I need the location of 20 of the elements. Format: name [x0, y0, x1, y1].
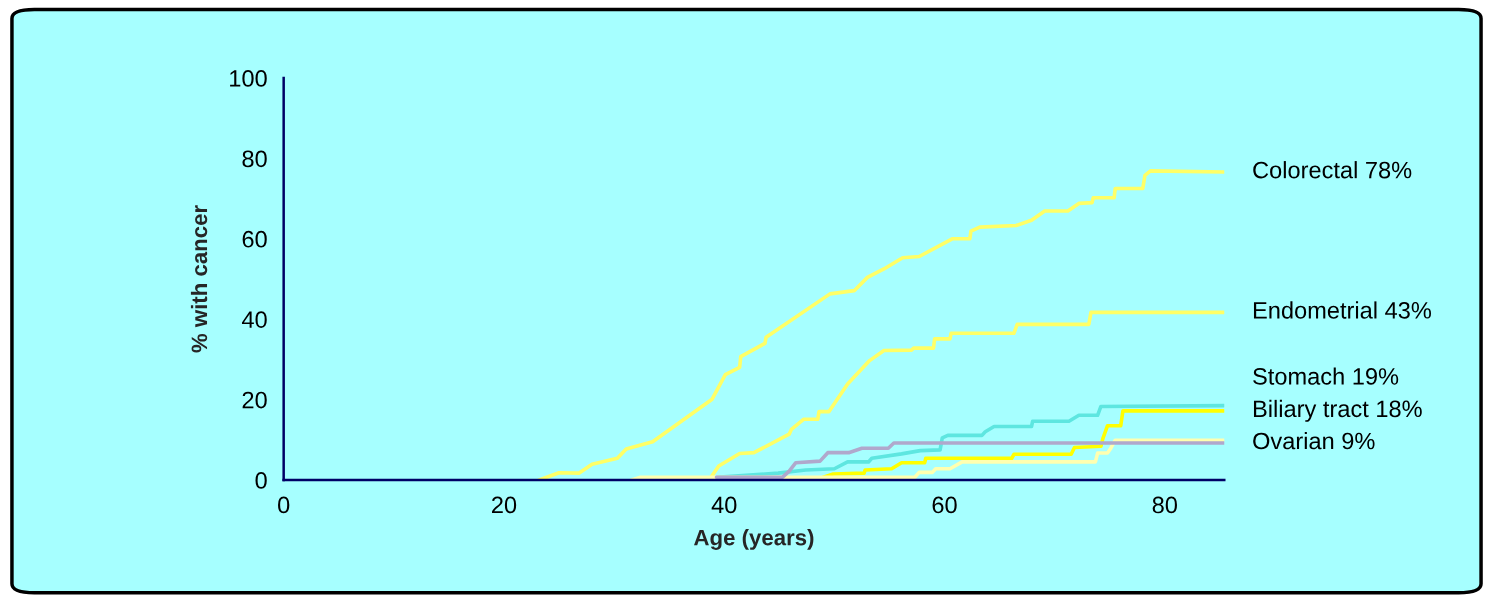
y-axis-title: % with cancer	[190, 205, 208, 353]
x-tick-label: 20	[492, 496, 517, 514]
x-tick-label: 40	[711, 496, 737, 514]
series-label: Biliary tract 18%	[1253, 399, 1422, 422]
series-label: Endometrial 43%	[1253, 301, 1431, 319]
y-tick-label: 100	[230, 70, 267, 87]
series-label: Colorectal 78%	[1253, 161, 1412, 179]
x-tick-label: 0	[278, 496, 290, 514]
series-label: Stomach 19%	[1253, 367, 1399, 385]
line-series	[714, 441, 1225, 479]
line-series	[537, 169, 1225, 480]
series-label: Ovarian 9%	[1253, 432, 1375, 450]
x-tick-label: 80	[1152, 496, 1177, 514]
y-tick-label: 40	[241, 311, 267, 328]
x-tick-label: 60	[932, 496, 957, 514]
y-tick-label: 60	[242, 230, 267, 248]
y-tick-label: 80	[242, 150, 267, 168]
x-axis-title: Age (years)	[694, 529, 814, 550]
y-tick-label: 0	[255, 472, 267, 489]
y-tick-label: 20	[242, 391, 267, 409]
